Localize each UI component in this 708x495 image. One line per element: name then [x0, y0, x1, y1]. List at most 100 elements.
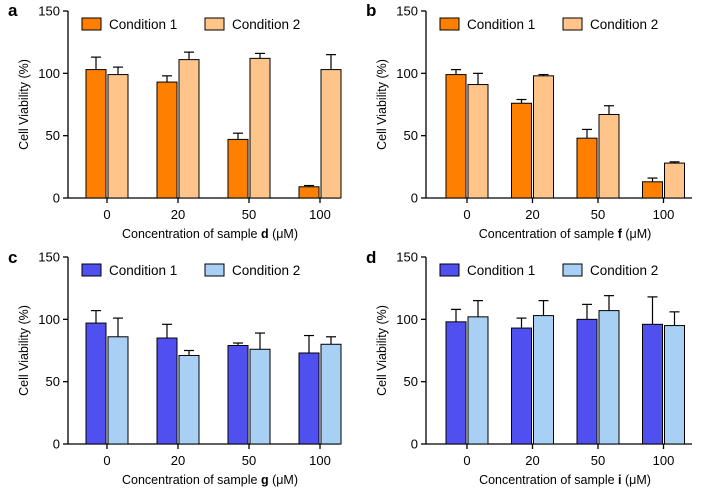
bar-condition-2-20: [533, 75, 554, 199]
bar-condition-2-50: [249, 348, 271, 445]
legend-label: Condition 1: [109, 17, 177, 32]
y-tick-label: 0: [411, 191, 418, 206]
legend-swatch: [81, 17, 102, 31]
x-axis-title-sample: g: [261, 473, 269, 487]
y-axis-title: Cell Viability (%): [17, 305, 31, 396]
bar-condition-1-50: [576, 318, 598, 445]
x-axis-title-prefix: Concentration of sample: [122, 473, 261, 487]
panel-label: a: [8, 1, 18, 20]
bar-condition-2-0: [467, 316, 489, 445]
x-tick-label: 20: [525, 207, 539, 222]
legend-label: Condition 2: [232, 17, 300, 32]
bar-condition-1-0: [85, 322, 107, 445]
legend-swatch: [204, 17, 225, 31]
legend-label: Condition 1: [109, 263, 177, 278]
x-axis-title: Concentration of sample g (μM): [122, 473, 298, 487]
x-tick-label: 50: [591, 453, 605, 468]
y-tick-label: 50: [404, 374, 418, 389]
x-axis-title-prefix: Concentration of sample: [479, 473, 618, 487]
x-tick-label: 20: [171, 207, 185, 222]
x-tick-label: 100: [653, 207, 675, 222]
y-tick-label: 50: [46, 374, 60, 389]
bar-condition-2-50: [598, 310, 620, 445]
bar-condition-2-0: [467, 84, 489, 199]
panel-label: b: [366, 1, 376, 20]
bar-condition-2-100: [320, 343, 342, 445]
panel-label: c: [8, 248, 17, 267]
x-tick-label: 20: [525, 453, 539, 468]
x-axis-title-sample: i: [618, 473, 621, 487]
bar-condition-1-0: [445, 74, 467, 199]
y-axis-title: Cell Viability (%): [375, 59, 389, 150]
bar-condition-2-20: [178, 59, 200, 199]
y-tick-label: 100: [396, 66, 418, 81]
y-tick-label: 150: [38, 250, 60, 265]
x-tick-label: 20: [171, 453, 185, 468]
bar-condition-1-20: [156, 337, 178, 445]
y-tick-label: 0: [411, 437, 418, 452]
x-tick-label: 0: [103, 453, 110, 468]
x-tick-label: 100: [653, 453, 675, 468]
x-axis-title: Concentration of sample i (μM): [479, 473, 651, 487]
legend-label: Condition 1: [467, 17, 535, 32]
legend-label: Condition 2: [590, 263, 658, 278]
y-tick-label: 150: [38, 4, 60, 19]
y-tick-label: 100: [38, 312, 60, 327]
bar-condition-1-0: [85, 69, 107, 199]
x-tick-label: 100: [309, 453, 331, 468]
x-axis-title: Concentration of sample d (μM): [122, 227, 298, 241]
legend-label: Condition 2: [590, 17, 658, 32]
x-axis-title: Concentration of sample f (μM): [479, 227, 652, 241]
y-tick-label: 150: [396, 4, 418, 19]
bar-condition-1-100: [642, 181, 663, 199]
legend-swatch: [81, 263, 102, 277]
x-axis-title-sample: d: [261, 227, 269, 241]
y-tick-label: 50: [404, 128, 418, 143]
bar-condition-1-50: [576, 137, 598, 199]
x-tick-label: 100: [309, 207, 331, 222]
bar-condition-1-100: [642, 323, 663, 445]
legend-swatch: [439, 17, 460, 31]
bar-condition-2-0: [107, 74, 129, 199]
y-tick-label: 150: [396, 250, 418, 265]
x-axis-title-prefix: Concentration of sample: [479, 227, 618, 241]
y-tick-label: 0: [53, 191, 60, 206]
bar-condition-1-50: [227, 138, 249, 199]
bar-condition-1-20: [511, 102, 532, 199]
y-tick-label: 0: [53, 437, 60, 452]
bar-condition-1-100: [298, 352, 320, 445]
bar-condition-2-100: [320, 69, 342, 199]
x-tick-label: 0: [103, 207, 110, 222]
chart-panel-c: c 0 50 100 150 Cell Viability (%) 0 20 50 100 Conc…: [8, 248, 342, 487]
bar-condition-2-100: [664, 325, 685, 445]
x-tick-label: 50: [591, 207, 605, 222]
legend-swatch: [204, 263, 225, 277]
chart-panel-a: a 0 50 100 150 Cell Viability (%) 0 20 50 100 Conc…: [8, 1, 342, 241]
bar-condition-2-50: [249, 57, 271, 199]
x-axis-title-suffix: (μM): [622, 473, 651, 487]
bar-condition-1-100: [298, 186, 320, 199]
bar-condition-1-50: [227, 345, 249, 445]
bar-condition-1-20: [156, 81, 178, 199]
legend-label: Condition 2: [232, 263, 300, 278]
x-axis-title-prefix: Concentration of sample: [122, 227, 261, 241]
x-tick-label: 50: [242, 207, 256, 222]
x-axis-title-suffix: (μM): [269, 227, 298, 241]
legend-label: Condition 1: [467, 263, 535, 278]
x-axis-title-suffix: (μM): [622, 227, 651, 241]
legend-swatch: [562, 263, 583, 277]
bar-condition-2-20: [533, 315, 554, 445]
x-tick-label: 50: [242, 453, 256, 468]
bar-condition-2-100: [664, 162, 685, 199]
bar-condition-2-50: [598, 113, 620, 199]
bar-condition-1-20: [511, 327, 532, 445]
legend-swatch: [439, 263, 460, 277]
y-tick-label: 100: [38, 66, 60, 81]
x-axis-title-sample: f: [618, 227, 623, 241]
y-axis-title: Cell Viability (%): [375, 305, 389, 396]
x-axis-title-suffix: (μM): [269, 473, 298, 487]
bar-condition-2-0: [107, 336, 129, 445]
